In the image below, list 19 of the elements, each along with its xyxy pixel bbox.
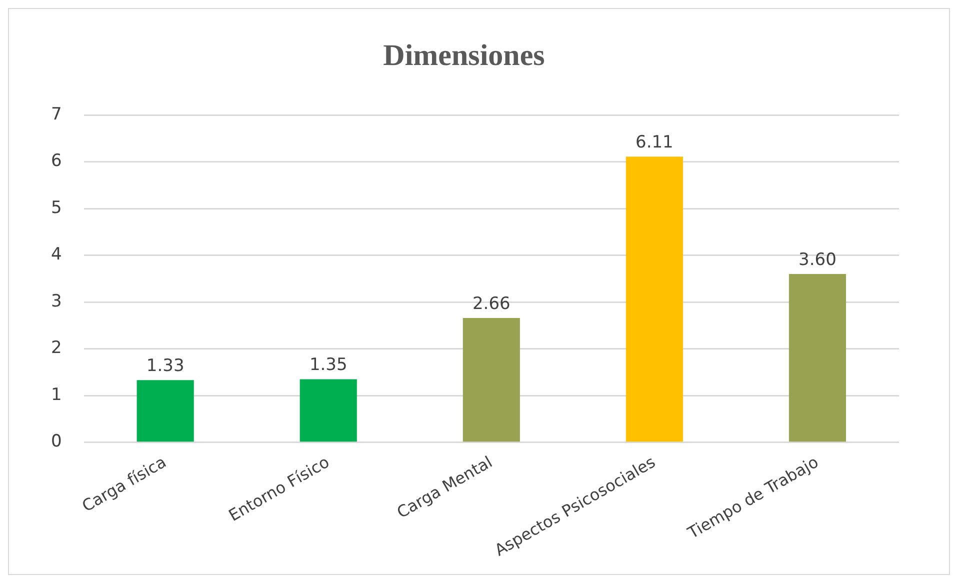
bar: [462, 318, 520, 442]
bar: [626, 156, 683, 442]
y-tick-label: 6: [50, 151, 62, 172]
data-label: 1.33: [146, 356, 184, 376]
y-tick-label: 5: [50, 198, 62, 218]
y-tick-label: 4: [50, 244, 62, 265]
chart-title: Dimensiones: [383, 38, 545, 72]
bar: [300, 379, 357, 442]
y-tick-label: 3: [50, 291, 62, 312]
y-tick-label: 0: [50, 432, 62, 452]
data-label: 1.35: [309, 355, 348, 376]
data-label: 6.11: [636, 132, 674, 153]
data-label: 2.66: [472, 294, 510, 314]
y-tick-label: 1: [50, 384, 62, 405]
y-tick-label: 2: [50, 338, 62, 358]
y-tick-label: 7: [50, 104, 62, 124]
bar: [136, 380, 194, 442]
data-label: 3.60: [798, 250, 836, 270]
bar: [788, 274, 846, 442]
